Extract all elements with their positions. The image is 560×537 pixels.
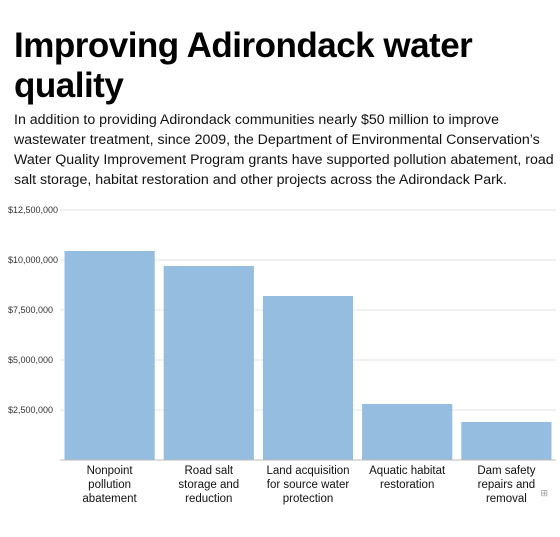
bar-chart: $2,500,000 $5,000,000 $7,500,000 $10,000,00… bbox=[8, 205, 556, 505]
x-axis: Nonpoint pollution abatement Road salt stora… bbox=[60, 459, 556, 505]
y-tick-label: $5,000,000 bbox=[8, 355, 53, 365]
x-tick-label: Land acquisition for source water protecti… bbox=[266, 465, 349, 505]
y-tick-label: $2,500,000 bbox=[8, 405, 53, 415]
y-axis: $2,500,000 $5,000,000 $7,500,000 $10,000,00… bbox=[8, 205, 58, 415]
x-tick-label: Nonpoint pollution abatement bbox=[82, 465, 137, 505]
x-tick-label: Dam safety repairs and removal bbox=[477, 465, 535, 505]
bar[interactable] bbox=[362, 404, 453, 460]
x-tick-label: Road salt storage and reduction bbox=[178, 465, 239, 505]
y-tick-label: $7,500,000 bbox=[8, 305, 53, 315]
chart-title: Improving Adirondack water quality bbox=[14, 26, 473, 105]
y-tick-label: $10,000,000 bbox=[8, 255, 58, 265]
expand-icon[interactable]: ⊞ bbox=[540, 489, 548, 499]
y-tick-label: $12,500,000 bbox=[8, 205, 58, 215]
bars bbox=[64, 251, 552, 460]
bar[interactable] bbox=[163, 266, 254, 460]
bar[interactable] bbox=[461, 422, 552, 460]
bar[interactable] bbox=[64, 251, 155, 460]
bar[interactable] bbox=[262, 296, 354, 460]
x-tick-label: Aquatic habitat restoration bbox=[369, 465, 446, 491]
chart-subtitle: In addition to providing Adirondack comm… bbox=[14, 112, 554, 188]
